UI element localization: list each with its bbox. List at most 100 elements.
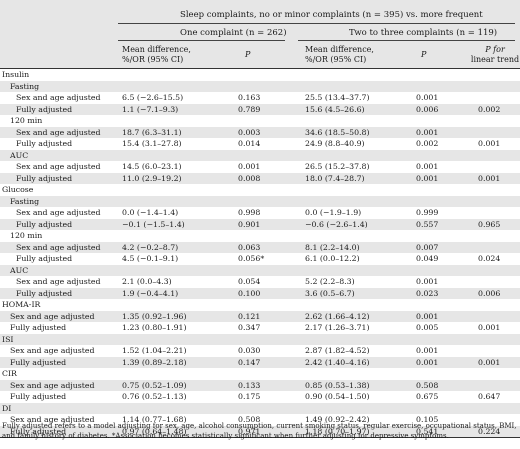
table-row: Fully adjusted 1.39 (0.89–2.18) 0.147 2.42 … xyxy=(0,356,520,368)
cell-p-two: 0.001 xyxy=(416,346,439,355)
table-row: Fully adjusted 0.76 (0.52–1.13) 0.175 0.90 … xyxy=(0,391,520,403)
cell-p-trend: 0.001 xyxy=(478,357,501,367)
cell-p-trend: 0.224 xyxy=(478,426,501,436)
cell-mean-diff-two: 6.1 (0.0–12.2) xyxy=(305,254,360,263)
row-label: Fully adjusted xyxy=(10,426,67,436)
table-row: Sex and age adjusted 18.7 (6.3–31.1) 0.003… xyxy=(0,126,520,138)
table-row: Sex and age adjusted 0.0 (−1.4–1.4) 0.998 0… xyxy=(0,207,520,219)
table-row: 120 min xyxy=(0,230,520,242)
row-label: Sex and age adjusted xyxy=(16,162,101,171)
row-label: Sex and age adjusted xyxy=(16,242,101,252)
cell-mean-diff-one: 0.76 (0.52–1.13) xyxy=(122,392,187,401)
subgroup-two-three-complaints: Two to three complaints (n = 119) xyxy=(349,28,498,38)
cell-p-two: 0.001 xyxy=(416,277,439,286)
row-label: Insulin xyxy=(2,70,30,79)
row-label: Sex and age adjusted xyxy=(10,380,95,390)
cell-mean-diff-one: 11.0 (2.9–19.2) xyxy=(122,173,182,183)
table-row: Fully adjusted 15.4 (3.1–27.8) 0.014 24.9 (… xyxy=(0,138,520,150)
row-label: Fully adjusted xyxy=(16,139,73,148)
cell-p-two: 0.005 xyxy=(416,323,439,332)
cell-p-one: 0.508 xyxy=(238,415,261,424)
cell-mean-diff-two: 26.5 (15.2–37.8) xyxy=(305,162,370,171)
row-label: Sex and age adjusted xyxy=(16,208,101,217)
table-row: Sex and age adjusted 1.52 (1.04–2.21) 0.03… xyxy=(0,345,520,357)
cell-p-trend: 0.647 xyxy=(478,392,501,401)
table-row: Sex and age adjusted 2.1 (0.0–4.3) 0.054 5.… xyxy=(0,276,520,288)
cell-mean-diff-one: 1.39 (0.89–2.18) xyxy=(122,357,187,367)
table-row: DI xyxy=(0,402,520,414)
row-label: 120 min xyxy=(10,116,43,125)
row-label: Fully adjusted xyxy=(10,323,67,332)
cell-mean-diff-two: 2.17 (1.26–3.71) xyxy=(305,323,370,332)
col-header-mean-diff-2: Mean difference, %/OR (95% CI) xyxy=(305,45,374,64)
cell-p-two: 0.001 xyxy=(416,311,439,321)
cell-p-two: 0.557 xyxy=(416,219,439,229)
cell-mean-diff-one: 18.7 (6.3–31.1) xyxy=(122,127,182,137)
table-row: Sex and age adjusted 0.75 (0.52–1.09) 0.13… xyxy=(0,379,520,391)
table-header: Sleep complaints, no or minor complaints… xyxy=(0,0,520,68)
cell-p-one: 0.133 xyxy=(238,380,261,390)
cell-p-one: 0.014 xyxy=(238,139,261,148)
row-label: Sex and age adjusted xyxy=(10,415,95,424)
cell-mean-diff-one: 1.9 (−0.4–4.1) xyxy=(122,288,179,298)
cell-p-two: 0.002 xyxy=(416,139,439,148)
cell-p-two: 0.001 xyxy=(416,93,439,102)
table-row: Fully adjusted 1.9 (−0.4–4.1) 0.100 3.6 (0.… xyxy=(0,287,520,299)
cell-mean-diff-two: 24.9 (8.8–40.9) xyxy=(305,139,365,148)
cell-p-one: 0.901 xyxy=(238,219,261,229)
table-row: Sex and age adjusted 1.14 (0.77–1.68) 0.50… xyxy=(0,414,520,426)
row-label: Sex and age adjusted xyxy=(16,127,101,137)
cell-p-one: 0.147 xyxy=(238,357,261,367)
cell-mean-diff-two: 25.5 (13.4–37.7) xyxy=(305,93,370,102)
cell-mean-diff-one: 14.5 (6.0–23.1) xyxy=(122,162,182,171)
cell-mean-diff-one: 1.14 (0.77–1.68) xyxy=(122,415,187,424)
row-label: Glucose xyxy=(2,185,34,194)
footnote: Fully adjusted refers to a model adjusti… xyxy=(2,422,517,440)
row-label: Fully adjusted xyxy=(16,288,73,298)
cell-p-one: 0.347 xyxy=(238,323,261,332)
row-label: Sex and age adjusted xyxy=(16,277,101,286)
row-label: Fully adjusted xyxy=(16,173,73,183)
row-label: Sex and age adjusted xyxy=(10,311,95,321)
cell-p-one: 0.998 xyxy=(238,208,261,217)
cell-p-trend: 0.001 xyxy=(478,173,501,183)
cell-p-two: 0.675 xyxy=(416,392,439,401)
row-label: AUC xyxy=(10,150,29,160)
cell-p-trend: 0.024 xyxy=(478,254,501,263)
row-label: Sex and age adjusted xyxy=(16,93,101,102)
cell-p-two: 0.999 xyxy=(416,208,439,217)
subgroup-one-complaint: One complaint (n = 262) xyxy=(180,28,287,38)
cell-p-one: 0.121 xyxy=(238,311,261,321)
header-rule xyxy=(118,23,515,24)
cell-p-two: 0.541 xyxy=(416,426,439,436)
cell-p-two: 0.023 xyxy=(416,288,439,298)
cell-mean-diff-two: 5.2 (2.2–8.3) xyxy=(305,277,355,286)
row-label: Fully adjusted xyxy=(10,357,67,367)
cell-p-one: 0.003 xyxy=(238,127,261,137)
cell-mean-diff-one: 0.97 (0.64–1.48) xyxy=(122,426,187,436)
cell-mean-diff-two: 0.90 (0.54–1.50) xyxy=(305,392,370,401)
table-row: 120 min xyxy=(0,115,520,127)
cell-mean-diff-one: 1.23 (0.80–1.91) xyxy=(122,323,187,332)
cell-p-two: 0.006 xyxy=(416,104,439,114)
cell-p-trend: 0.001 xyxy=(478,323,501,332)
cell-p-trend: 0.001 xyxy=(478,139,501,148)
row-label: Fasting xyxy=(10,196,40,206)
cell-p-two: 0.007 xyxy=(416,242,439,252)
col-header-p-1: P xyxy=(245,50,251,59)
cell-mean-diff-two: 3.6 (0.5–6.7) xyxy=(305,288,355,298)
table-row: Fully adjusted 11.0 (2.9–19.2) 0.008 18.0 (… xyxy=(0,172,520,184)
row-label: HOMA-IR xyxy=(2,300,41,309)
table-row: Sex and age adjusted 14.5 (6.0–23.1) 0.001… xyxy=(0,161,520,173)
table-row: Sex and age adjusted 1.35 (0.92–1.96) 0.12… xyxy=(0,310,520,322)
cell-p-one: 0.008 xyxy=(238,173,261,183)
cell-mean-diff-one: 6.5 (−2.6–15.5) xyxy=(122,93,184,102)
cell-mean-diff-two: 18.0 (7.4–28.7) xyxy=(305,173,365,183)
table-row: Insulin xyxy=(0,69,520,81)
table-row: Sex and age adjusted 4.2 (−0.2–8.7) 0.063 8… xyxy=(0,241,520,253)
cell-p-two: 0.049 xyxy=(416,254,439,263)
cell-p-trend: 0.002 xyxy=(478,104,501,114)
cell-mean-diff-one: 4.5 (−0.1–9.1) xyxy=(122,254,179,263)
table-row: Glucose xyxy=(0,184,520,196)
